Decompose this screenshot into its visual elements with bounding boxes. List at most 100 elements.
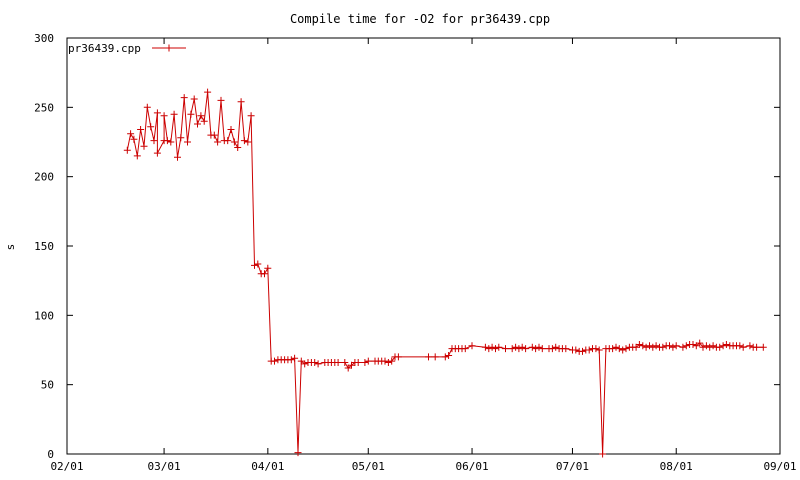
data-point-marker	[502, 345, 509, 353]
data-point-marker	[682, 342, 690, 350]
data-point-marker	[609, 345, 617, 353]
legend: pr36439.cpp	[68, 42, 186, 55]
x-tick-label: 02/01	[50, 460, 83, 473]
data-point-marker	[572, 346, 580, 354]
data-point-marker	[334, 359, 342, 366]
data-point-marker	[709, 342, 717, 350]
data-point-marker	[639, 342, 647, 350]
data-point-marker	[635, 341, 643, 348]
legend-label: pr36439.cpp	[68, 42, 141, 55]
x-tick-label: 07/01	[556, 460, 589, 473]
data-point-marker	[153, 149, 161, 157]
data-point-marker	[716, 343, 724, 351]
data-point-marker	[384, 359, 392, 366]
data-point-marker	[187, 110, 195, 118]
data-point-marker	[143, 103, 151, 111]
axes: 0 50 100 150 200 250 300 02/01 03/01 04/01 05/01 06…	[34, 32, 796, 473]
series-layer	[123, 88, 767, 458]
data-point-marker	[528, 343, 536, 351]
y-axis-label: s	[4, 244, 17, 251]
data-point-marker	[301, 360, 309, 368]
data-point-marker	[210, 131, 218, 139]
data-point-marker	[615, 345, 623, 353]
chart-title: Compile time for -O2 for pr36439.cpp	[290, 12, 550, 26]
data-point-marker	[706, 343, 714, 351]
data-point-marker	[153, 109, 161, 117]
data-point-marker	[585, 346, 593, 354]
data-point-marker	[702, 342, 710, 350]
data-point-marker	[227, 126, 235, 133]
data-point-marker	[722, 341, 730, 348]
data-point-marker	[746, 342, 754, 350]
y-tick-label: 200	[34, 171, 54, 184]
data-point-marker	[240, 137, 248, 145]
data-point-marker	[652, 342, 660, 350]
data-point-marker	[190, 95, 198, 103]
y-tick-label: 300	[34, 32, 54, 45]
data-point-marker	[311, 359, 319, 366]
x-tick-label: 08/01	[660, 460, 693, 473]
y-tick-label: 100	[34, 309, 54, 322]
data-point-marker	[230, 138, 238, 146]
data-point-marker	[592, 345, 600, 353]
y-tick-label: 250	[34, 101, 54, 114]
legend-marker-sample	[165, 44, 173, 52]
data-point-marker	[150, 137, 158, 145]
data-point-marker	[388, 357, 396, 365]
data-point-marker	[271, 357, 278, 365]
data-point-marker	[147, 123, 155, 131]
data-point-marker	[696, 339, 704, 347]
data-point-marker	[127, 130, 135, 138]
data-point-marker	[234, 144, 242, 151]
y-tick-label: 150	[34, 240, 54, 253]
data-point-marker	[197, 112, 205, 120]
data-point-marker	[522, 345, 530, 353]
x-tick-label: 03/01	[148, 460, 181, 473]
data-point-marker	[445, 352, 453, 359]
data-point-marker	[237, 98, 245, 106]
data-point-marker	[622, 345, 630, 353]
data-point-marker	[562, 345, 570, 353]
data-point-marker	[679, 343, 687, 351]
data-point-marker	[160, 112, 168, 120]
data-point-marker	[174, 153, 181, 161]
data-point-marker	[294, 449, 302, 457]
data-point-marker	[254, 260, 262, 268]
data-point-marker	[170, 110, 178, 118]
data-point-marker	[689, 341, 697, 348]
data-point-marker	[194, 120, 201, 128]
x-tick-label: 06/01	[455, 460, 488, 473]
data-point-marker	[287, 356, 295, 364]
data-point-marker	[364, 357, 372, 365]
data-point-marker	[224, 137, 232, 145]
data-point-marker	[130, 135, 138, 143]
data-point-marker	[552, 343, 560, 351]
data-point-marker	[264, 264, 272, 272]
data-point-marker	[140, 142, 148, 150]
x-tick-label: 09/01	[763, 460, 796, 473]
data-point-marker	[666, 342, 673, 350]
data-point-marker	[247, 112, 255, 120]
data-point-marker	[719, 342, 727, 350]
data-point-marker	[495, 343, 503, 351]
data-point-marker	[354, 359, 362, 366]
data-point-marker	[184, 138, 191, 146]
data-point-marker	[441, 353, 449, 361]
x-tick-label: 04/01	[251, 460, 284, 473]
data-point-marker	[244, 138, 252, 146]
data-point-marker	[579, 347, 586, 355]
data-point-marker	[123, 146, 131, 154]
data-point-marker	[532, 345, 540, 353]
x-tick-label: 05/01	[352, 460, 385, 473]
data-point-marker	[341, 359, 349, 366]
data-point-marker	[669, 343, 677, 351]
data-point-marker	[538, 345, 546, 353]
data-point-marker	[180, 94, 188, 102]
data-point-marker	[512, 343, 520, 351]
data-point-marker	[518, 343, 526, 351]
data-point-marker	[759, 343, 767, 351]
data-point-marker	[481, 343, 489, 351]
data-point-marker	[133, 152, 141, 160]
data-point-marker	[485, 345, 493, 353]
data-point-marker	[214, 138, 222, 146]
